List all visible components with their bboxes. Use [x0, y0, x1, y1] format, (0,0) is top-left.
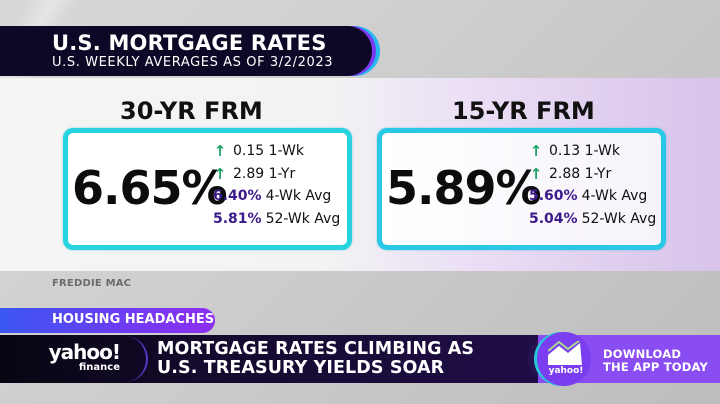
- page-title: U.S. MORTGAGE RATES: [52, 31, 327, 55]
- stat-4wk-avg: 6.40% 4-Wk Avg: [213, 185, 340, 208]
- stat-1wk: ↑ 0.15 1-Wk: [213, 140, 340, 163]
- rate-value: 5.89%: [386, 161, 542, 215]
- logo-separator: [108, 336, 148, 382]
- stat-value: 0.13: [549, 143, 581, 160]
- arrow-up-icon: ↑: [529, 164, 543, 183]
- stat-value: 2.88: [549, 165, 581, 182]
- arrow-up-icon: ↑: [529, 142, 543, 161]
- stat-1yr: ↑ 2.89 1-Yr: [213, 163, 340, 186]
- card-title-30yr: 30-YR FRM: [120, 97, 263, 125]
- rate-card-30yr: 6.65% ↑ 0.15 1-Wk ↑ 2.89 1-Yr 6.40% 4-Wk…: [63, 128, 352, 250]
- headline: MORTGAGE RATES CLIMBING AS U.S. TREASURY…: [157, 340, 474, 378]
- stat-label: 4-Wk Avg: [265, 188, 332, 205]
- rate-card-15yr: 5.89% ↑ 0.13 1-Wk ↑ 2.88 1-Yr 5.60% 4-Wk…: [377, 128, 666, 250]
- stat-pct: 5.81%: [213, 210, 262, 227]
- headline-line-2: U.S. TREASURY YIELDS SOAR: [157, 358, 445, 378]
- stat-pct: 6.40%: [213, 188, 262, 205]
- stat-label: 4-Wk Avg: [581, 188, 648, 205]
- stat-value: 2.89: [233, 165, 265, 182]
- rate-stats: ↑ 0.15 1-Wk ↑ 2.89 1-Yr 6.40% 4-Wk Avg 5…: [213, 140, 340, 230]
- rate-stats: ↑ 0.13 1-Wk ↑ 2.88 1-Yr 5.60% 4-Wk Avg 5…: [529, 140, 656, 230]
- yahoo-finance-logo: yahoo! finance: [48, 340, 121, 373]
- stat-52wk-avg: 5.81% 52-Wk Avg: [213, 208, 340, 231]
- chart-trend-icon: [548, 341, 582, 365]
- stat-52wk-avg: 5.04% 52-Wk Avg: [529, 208, 656, 231]
- stat-value: 0.15: [233, 143, 265, 160]
- stat-label: 52-Wk Avg: [581, 210, 657, 227]
- stat-label: 1-Yr: [268, 165, 296, 182]
- stat-1wk: ↑ 0.13 1-Wk: [529, 140, 656, 163]
- stat-label: 1-Yr: [584, 165, 612, 182]
- stat-label: 52-Wk Avg: [265, 210, 341, 227]
- title-banner: [0, 26, 372, 76]
- yahoo-logo-word: yahoo!: [48, 340, 121, 364]
- promo-text[interactable]: DOWNLOAD THE APP TODAY: [603, 348, 708, 374]
- stat-4wk-avg: 5.60% 4-Wk Avg: [529, 185, 656, 208]
- stat-1yr: ↑ 2.88 1-Yr: [529, 163, 656, 186]
- stat-label: 1-Wk: [584, 143, 620, 160]
- source-label: FREDDIE MAC: [52, 278, 132, 289]
- card-title-15yr: 15-YR FRM: [452, 97, 595, 125]
- promo-line-2: THE APP TODAY: [603, 360, 708, 374]
- yahoo-logo-sub: finance: [78, 362, 120, 373]
- arrow-up-icon: ↑: [213, 164, 227, 183]
- headline-line-1: MORTGAGE RATES CLIMBING AS: [157, 339, 475, 359]
- page-subtitle: U.S. WEEKLY AVERAGES AS OF 3/2/2023: [52, 55, 334, 70]
- rate-value: 6.65%: [72, 161, 228, 215]
- stat-label: 1-Wk: [268, 143, 304, 160]
- promo-line-1: DOWNLOAD: [603, 347, 682, 361]
- stat-pct: 5.60%: [529, 188, 578, 205]
- arrow-up-icon: ↑: [213, 142, 227, 161]
- stat-pct: 5.04%: [529, 210, 578, 227]
- headline-bar: [0, 335, 540, 383]
- topic-label: HOUSING HEADACHES: [52, 312, 215, 327]
- topic-pill: [0, 308, 215, 333]
- promo-yahoo-logo: yahoo!: [548, 366, 584, 376]
